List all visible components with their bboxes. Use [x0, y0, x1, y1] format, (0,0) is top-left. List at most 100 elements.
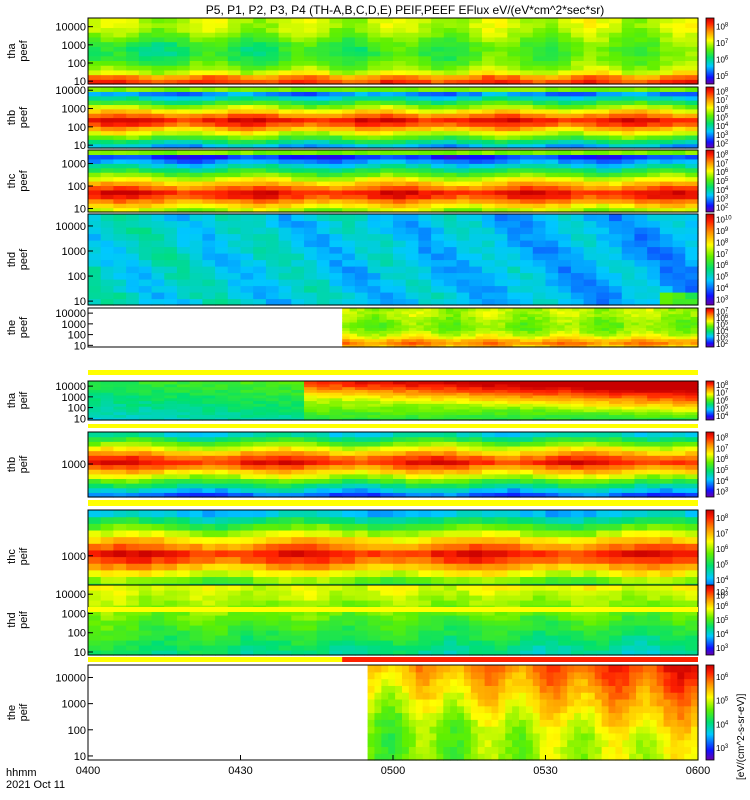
spectrogram-cell	[367, 69, 381, 76]
spectrogram-cell	[367, 455, 381, 461]
spectrogram-cell	[151, 220, 165, 228]
spectrogram-cell	[672, 227, 686, 235]
spectrogram-cell	[668, 341, 677, 345]
spectrogram-cell	[512, 310, 521, 315]
spectrogram-cell	[354, 266, 369, 274]
spectrogram-cell	[291, 172, 305, 178]
spectrogram-cell	[616, 316, 625, 320]
spectrogram-cell	[481, 408, 496, 413]
spectrogram-cell	[423, 316, 432, 320]
spectrogram-cell	[176, 181, 191, 187]
spectrogram-cell	[570, 198, 585, 204]
spectrogram-cell	[505, 308, 514, 312]
spectrogram-cell	[557, 335, 566, 340]
spectrogram-cell	[100, 185, 115, 191]
spectrogram-cell	[418, 445, 432, 452]
spectrogram-cell	[672, 397, 686, 402]
spectrogram-cell	[672, 100, 686, 106]
spectrogram-cell	[215, 240, 229, 248]
spectrogram-cell	[520, 417, 534, 421]
spectrogram-cell	[690, 321, 699, 326]
spectrogram-cell	[668, 308, 677, 312]
spectrogram-cell	[494, 455, 508, 461]
spectrogram-cell	[215, 478, 229, 484]
spectrogram-cell	[609, 108, 623, 114]
spectrogram-cell	[659, 150, 674, 156]
spectrogram-cell	[494, 172, 508, 178]
spectrogram-cell	[438, 338, 447, 343]
spectrogram-cell	[354, 181, 369, 187]
spectrogram-cell	[164, 279, 178, 287]
spectrogram-cell	[520, 104, 534, 110]
spectrogram-cell	[507, 41, 521, 47]
spectrogram-cell	[423, 333, 432, 337]
spectrogram-cell	[202, 394, 216, 399]
spectrogram-cell	[445, 319, 454, 323]
spectrogram-cell	[532, 46, 547, 52]
spectrogram-cell	[304, 55, 318, 62]
spectrogram-cell	[227, 158, 242, 164]
spectrogram-cell	[278, 126, 292, 132]
spectrogram-cell	[534, 313, 543, 317]
spectrogram-cell	[596, 79, 610, 85]
spectrogram-cell	[621, 126, 636, 132]
spectrogram-cell	[304, 445, 318, 452]
spectrogram-cell	[659, 272, 674, 280]
spectrogram-cell	[354, 22, 369, 29]
spectrogram-cell	[596, 432, 610, 438]
spectrogram-cell	[456, 464, 470, 470]
spectrogram-cell	[240, 400, 254, 404]
spectrogram-cell	[494, 117, 508, 123]
spectrogram-cell	[88, 279, 102, 287]
spectrogram-cell	[558, 154, 572, 160]
spectrogram-cell	[329, 441, 343, 447]
spectrogram-cell	[558, 117, 572, 123]
spectrogram-cell	[443, 464, 458, 470]
spectrogram-cell	[253, 91, 267, 97]
spectrogram-cell	[481, 214, 496, 222]
spectrogram-cell	[88, 403, 102, 407]
spectrogram-cell	[329, 259, 343, 267]
spectrogram-cell	[316, 394, 331, 399]
spectrogram-cell	[634, 18, 648, 24]
spectrogram-cell	[481, 18, 496, 24]
spectrogram-cell	[431, 198, 445, 204]
spectrogram-cell	[329, 79, 343, 85]
spectrogram-cell	[659, 392, 674, 396]
spectrogram-cell	[265, 69, 280, 76]
spectrogram-cell	[164, 60, 178, 66]
spectrogram-cell	[520, 310, 529, 315]
spectrogram-cell	[253, 51, 267, 57]
spectrogram-cell	[520, 143, 534, 149]
spectrogram-cell	[304, 113, 318, 119]
spectrogram-cell	[690, 341, 699, 345]
spectrogram-cell	[227, 432, 242, 438]
spectrogram-cell	[659, 473, 674, 480]
spectrogram-cell	[189, 536, 203, 544]
spectrogram-cell	[253, 74, 267, 80]
spectrogram-cell	[532, 198, 547, 204]
spectrogram-cell	[329, 158, 343, 164]
spectrogram-cell	[138, 411, 153, 416]
spectrogram-cell	[138, 32, 153, 38]
spectrogram-cell	[609, 408, 623, 413]
spectrogram-cell	[647, 227, 661, 235]
spectrogram-cell	[240, 483, 254, 489]
spectrogram-cell	[545, 386, 559, 390]
spectrogram-cell	[393, 383, 407, 388]
spectrogram-cell	[545, 432, 559, 438]
spectrogram-cell	[278, 51, 292, 57]
spectrogram-cell	[672, 176, 686, 182]
spectrogram-cell	[570, 445, 585, 452]
spectrogram-cell	[371, 313, 380, 317]
spectrogram-cell	[558, 483, 572, 489]
spectrogram-cell	[215, 227, 229, 235]
spectrogram-cell	[240, 436, 254, 442]
spectrogram-cell	[176, 455, 191, 461]
spectrogram-cell	[151, 455, 165, 461]
spectrogram-cell	[386, 319, 395, 323]
spectrogram-cell	[291, 389, 305, 393]
spectrogram-cell	[631, 341, 640, 345]
spectrogram-cell	[616, 330, 625, 334]
spectrogram-cell	[647, 176, 661, 182]
